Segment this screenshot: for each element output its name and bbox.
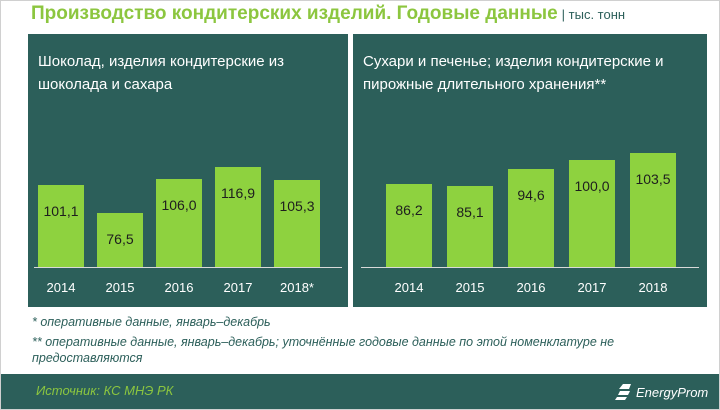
x-tick-label: 2018* [280, 280, 314, 295]
x-tick-label: 2015 [105, 280, 135, 295]
energyprom-logo-icon [615, 384, 631, 400]
x-tick-label: 2015 [455, 280, 485, 295]
chart-title: Шоколад, изделия кондитерские из шоколад… [38, 53, 285, 93]
data-label: 103,5 [635, 171, 671, 188]
bar [569, 159, 615, 267]
data-label: 100,0 [574, 177, 610, 194]
unit-label: | тыс. тонн [561, 7, 626, 22]
bar [215, 166, 261, 267]
x-tick-label: 2017 [577, 280, 607, 295]
x-tick-label: 2018 [638, 280, 668, 295]
x-axis-line [34, 267, 342, 268]
data-label: 85,1 [456, 204, 484, 221]
bar [38, 184, 84, 267]
bar [508, 169, 554, 267]
plot-area: 101,1 2014 76,5 2015 106,0 2016 116,9 2017 105,3… [28, 34, 348, 307]
bar [97, 213, 143, 267]
source-bar: Источник: КС МНЭ РК EnergyProm [1, 374, 719, 409]
data-label: 116,9 [221, 184, 255, 201]
footnote: ** оперативные данные, январь–декабрь; у… [32, 335, 615, 365]
data-label: 86,2 [395, 202, 423, 219]
chart-panel-biscuits: Сухари и печенье; изделия кондитерские и… [353, 34, 707, 307]
chart-title: Сухари и печенье; изделия кондитерские и… [363, 53, 664, 93]
data-label: 106,0 [161, 197, 197, 214]
x-tick-label: 2014 [46, 280, 76, 295]
title-text: Производство кондитерских изделий. Годов… [31, 3, 558, 24]
data-label: 76,5 [106, 231, 134, 248]
x-tick-label: 2016 [516, 280, 546, 295]
x-tick-label: 2014 [394, 280, 424, 295]
logo-text: EnergyProm [636, 384, 709, 400]
data-label: 105,3 [279, 198, 315, 215]
bar [630, 153, 676, 267]
bar [447, 186, 493, 267]
energyprom-logo: EnergyProm [613, 381, 708, 403]
bar [386, 184, 432, 267]
bar [274, 180, 320, 267]
plot-area: 86,2 2014 85,1 2015 94,6 2016 100,0 2017 103,5 20… [353, 34, 707, 307]
data-label: 94,6 [517, 187, 545, 204]
data-label: 101,1 [43, 202, 79, 219]
chart-panel-chocolate: Шоколад, изделия кондитерские из шоколад… [28, 34, 348, 307]
x-axis-line [361, 267, 699, 268]
x-tick-label: 2017 [223, 280, 253, 295]
bar [156, 179, 202, 267]
footnote: * оперативные данные, январь–декабрь [32, 315, 271, 329]
page-title: Производство кондитерских изделий. Годов… [31, 3, 625, 25]
x-tick-label: 2016 [164, 280, 194, 295]
source-text: Источник: КС МНЭ РК [36, 383, 174, 398]
